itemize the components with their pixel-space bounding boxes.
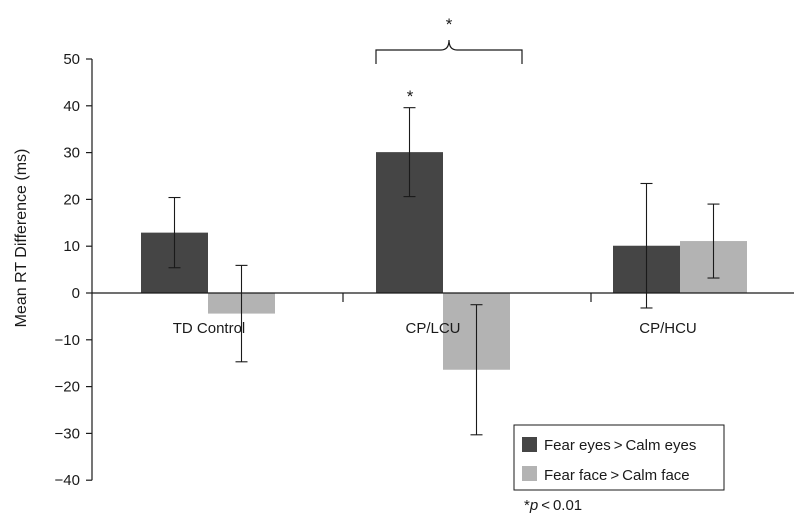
y-tick-label: 50 [63,51,80,68]
y-axis-label: Mean RT Difference (ms) [13,149,30,328]
bar-significance-star: * [407,87,414,106]
y-tick-label: −10 [55,332,80,349]
y-tick-label: −30 [55,425,80,442]
significance-footnote: *p < 0.01 [524,497,582,514]
y-tick-label: 40 [63,98,80,115]
y-tick-label: −40 [55,472,80,489]
error-bars-layer [168,107,720,436]
y-tick-label: 20 [63,191,80,208]
footnote-star: * [524,497,530,514]
legend-box [513,424,725,491]
significance-bracket [375,39,523,64]
y-ticks-layer: 50 40 30 20 10 0 −10 −20 −30 −40 [55,51,92,489]
category-labels-layer: TD Control CP/LCU CP/HCU [173,320,697,337]
axes-layer [91,59,794,481]
category-label: CP/LCU [405,320,460,337]
legend-swatch-fear-face [522,466,537,481]
y-tick-label: −20 [55,379,80,396]
legend: Fear eyes > Calm eyes Fear face > Calm f… [513,424,725,491]
category-label: CP/HCU [639,320,697,337]
y-tick-label: 10 [63,238,80,255]
bracket-significance-star: * [446,15,453,34]
y-tick-label: 0 [72,285,80,302]
bars-layer [141,152,747,370]
category-label: TD Control [173,320,246,337]
legend-label-fear-face: Fear face > Calm face [544,467,690,484]
legend-label-fear-eyes: Fear eyes > Calm eyes [544,437,696,454]
legend-swatch-fear-eyes [522,437,537,452]
footnote-threshold: < 0.01 [538,497,582,514]
y-tick-label: 30 [63,145,80,162]
footnote-p: p [529,497,538,514]
